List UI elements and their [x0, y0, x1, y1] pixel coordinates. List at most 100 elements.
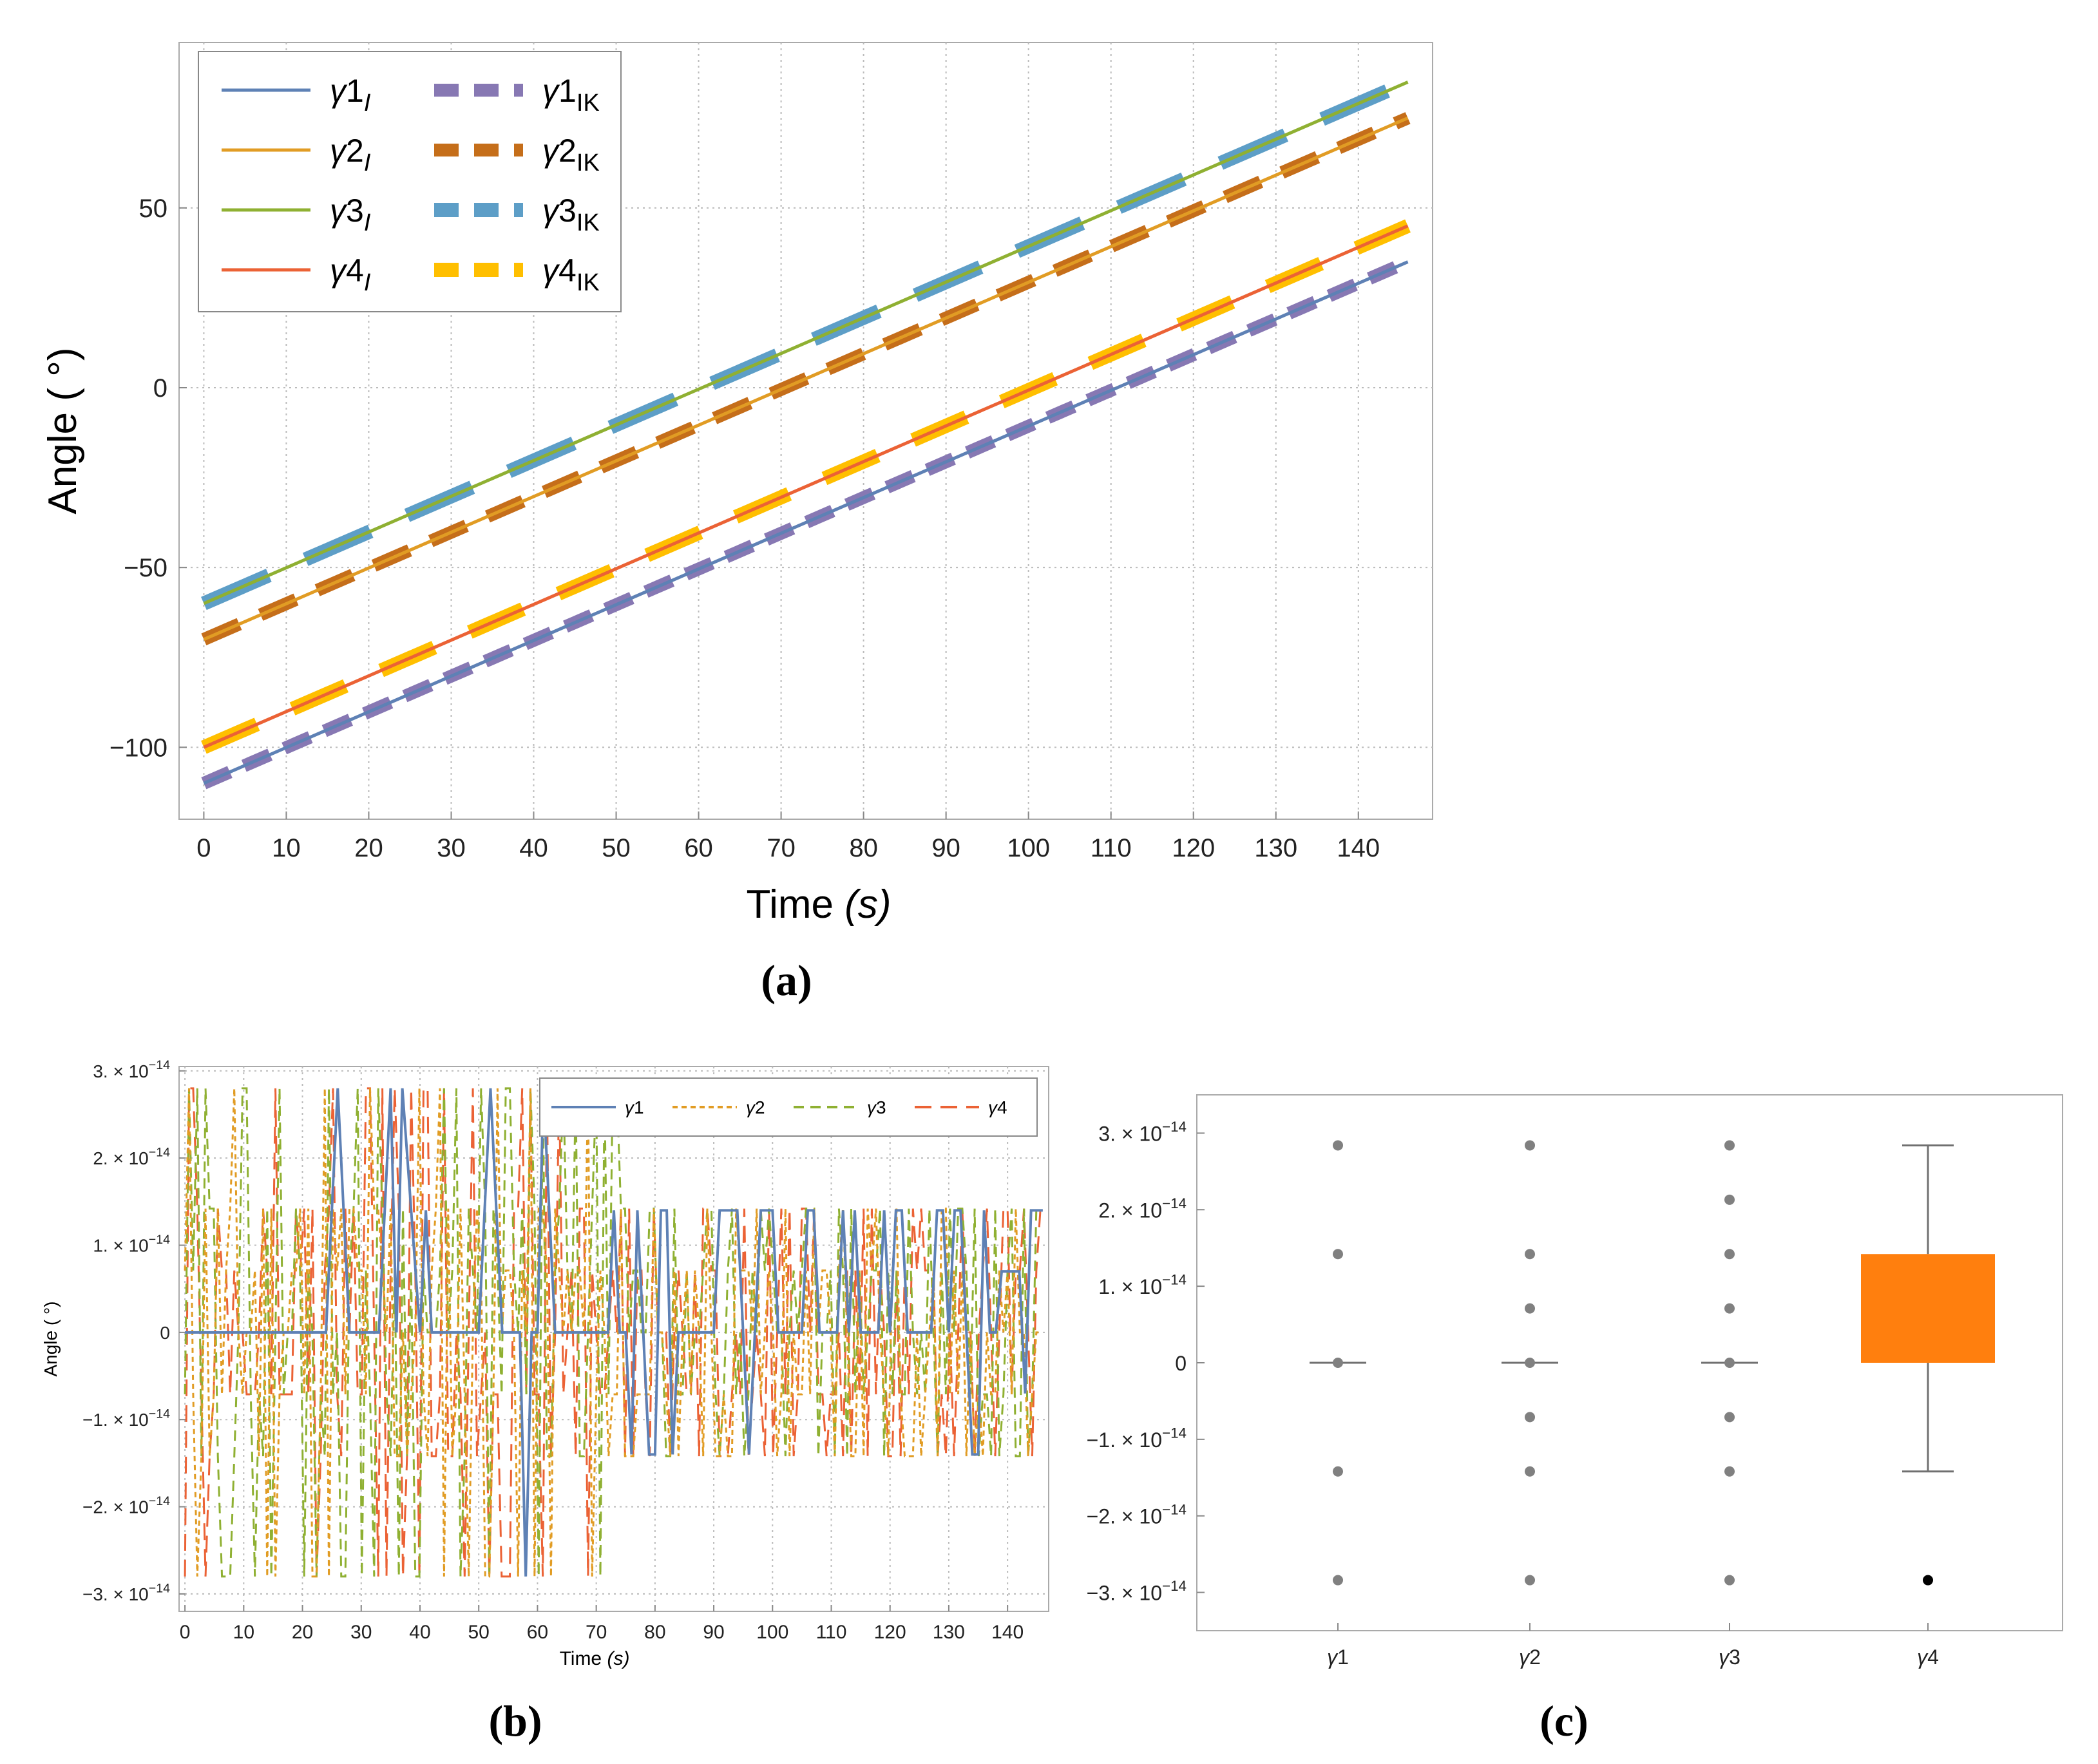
x-tick-label: 120 [1172, 834, 1215, 862]
panel-c: −3. × 10−14 −2. × 10−14 −1. × 10−14 0 1. × 1… [1087, 1094, 2063, 1745]
x-tick-label: 60 [684, 834, 713, 862]
y-axis-label: Angle ( °) [41, 347, 85, 514]
y-tick-label: −3. × 10−14 [82, 1581, 170, 1604]
box-outlier-point [1333, 1466, 1343, 1477]
x-tick-label: 0 [196, 834, 211, 862]
box-outlier-point [1724, 1466, 1735, 1477]
x-tick-label: 20 [354, 834, 383, 862]
series-line-gamma1 [185, 1088, 1043, 1577]
legend-label: γ4 [988, 1097, 1007, 1117]
panel-a: 0 10 20 30 40 50 60 70 80 90 100 110 120 130 140 −100 −5… [41, 42, 1433, 1005]
y-axis-label: Angle ( °) [41, 1301, 61, 1376]
plot-frame [178, 42, 1433, 820]
series-line-gamma3-I [203, 81, 1409, 605]
legend-label: γ4I [330, 252, 371, 296]
x-tick-label: γ2 [1519, 1645, 1541, 1669]
x-tick-label: γ1 [1327, 1645, 1349, 1669]
x-tick-label: 70 [767, 834, 796, 862]
x-tick-label: γ4 [1917, 1645, 1939, 1669]
y-tick-label: 1. × 10−14 [93, 1233, 170, 1256]
x-tick-label: 70 [586, 1622, 607, 1643]
x-tick-label: 130 [933, 1622, 965, 1643]
x-tick-label: 30 [350, 1622, 372, 1643]
legend-label: γ3I [330, 193, 371, 236]
y-tick-label: −3. × 10−14 [1087, 1578, 1187, 1604]
y-tick-label: −2. × 10−14 [1087, 1501, 1187, 1528]
x-tick-label: 110 [1091, 834, 1132, 862]
legend-label: γ3IK [542, 193, 600, 236]
x-tick-label: γ3 [1719, 1645, 1740, 1669]
x-tick-label: 80 [849, 834, 878, 862]
box-outlier-point [1525, 1412, 1535, 1423]
legend-label: γ1I [330, 73, 371, 117]
box-outlier-point [1525, 1140, 1535, 1151]
legend-label: γ2 [746, 1097, 765, 1117]
box-outlier-point [1333, 1140, 1343, 1151]
box-gamma4 [1861, 1254, 1995, 1363]
legend-label: γ2I [330, 133, 371, 176]
box-outlier-point [1724, 1194, 1735, 1205]
x-tick-label: 100 [1007, 834, 1050, 862]
box-outlier-point [1724, 1412, 1735, 1423]
box-median-point [1333, 1358, 1343, 1368]
y-tick-label: 0 [1175, 1352, 1187, 1375]
x-tick-label: 60 [527, 1622, 548, 1643]
legend-label: γ1 [625, 1097, 644, 1117]
subfigure-label-a: (a) [761, 956, 812, 1005]
x-axis-label: Time (s) [747, 882, 892, 927]
x-tick-label: 30 [437, 834, 466, 862]
box-outlier-point [1525, 1303, 1535, 1314]
x-tick-label: 80 [644, 1622, 665, 1643]
y-tick-label: 3. × 10−14 [1098, 1119, 1187, 1145]
x-tick-label: 90 [931, 834, 960, 862]
y-tick-label: 2. × 10−14 [1098, 1195, 1187, 1222]
box-outlier-point [1333, 1575, 1343, 1586]
y-tick-label: −1. × 10−14 [1087, 1425, 1187, 1451]
y-tick-label: 50 [139, 194, 168, 223]
x-tick-label: 140 [991, 1622, 1024, 1643]
y-tick-label: 2. × 10−14 [93, 1146, 170, 1169]
y-tick-label: 0 [153, 374, 167, 403]
legend-label: γ3 [867, 1097, 886, 1117]
x-tick-label: 140 [1337, 834, 1380, 862]
x-tick-label: 40 [409, 1622, 430, 1643]
y-tick-label: 0 [160, 1323, 170, 1343]
legend-label: γ4IK [542, 252, 600, 296]
y-tick-label: −50 [124, 554, 167, 582]
series-line-gamma1-I [203, 260, 1409, 785]
subfigure-label-b: (b) [488, 1696, 542, 1745]
x-tick-label: 130 [1254, 834, 1297, 862]
box-outlier-point [1525, 1466, 1535, 1477]
series-line-gamma2-I [203, 116, 1409, 641]
box-outlier-point [1724, 1140, 1735, 1151]
box-outlier-point [1525, 1575, 1535, 1586]
box-outlier-point [1525, 1249, 1535, 1260]
x-tick-label: 10 [233, 1622, 254, 1643]
x-tick-label: 100 [756, 1622, 788, 1643]
panel-b: 0 10 20 30 40 50 60 70 80 90 100 110 120 130 140 −3. × … [41, 1058, 1049, 1745]
x-axis-label: Time (s) [560, 1648, 630, 1669]
y-tick-label: 1. × 10−14 [1098, 1272, 1187, 1298]
x-tick-label: 20 [292, 1622, 313, 1643]
box-outlier-point [1724, 1249, 1735, 1260]
y-tick-label: −2. × 10−14 [82, 1494, 170, 1517]
plot-frame [178, 1066, 1049, 1612]
x-tick-label: 50 [468, 1622, 490, 1643]
box-outlier-point [1724, 1575, 1735, 1586]
box-outlier-point [1333, 1249, 1343, 1260]
x-tick-label: 90 [703, 1622, 724, 1643]
subfigure-label-c: (c) [1540, 1696, 1588, 1745]
y-tick-label: −100 [110, 734, 167, 762]
box-median-point [1724, 1358, 1735, 1368]
x-tick-label: 50 [602, 834, 631, 862]
x-tick-label: 110 [816, 1622, 847, 1643]
x-tick-label: 40 [519, 834, 548, 862]
y-tick-label: −1. × 10−14 [82, 1407, 170, 1430]
legend-label: γ2IK [542, 133, 600, 176]
legend-label: γ1IK [542, 73, 600, 117]
box-outlier-point [1724, 1303, 1735, 1314]
y-tick-label: 3. × 10−14 [93, 1058, 170, 1081]
box-outlier-point [1923, 1575, 1933, 1586]
x-tick-label: 120 [874, 1622, 906, 1643]
